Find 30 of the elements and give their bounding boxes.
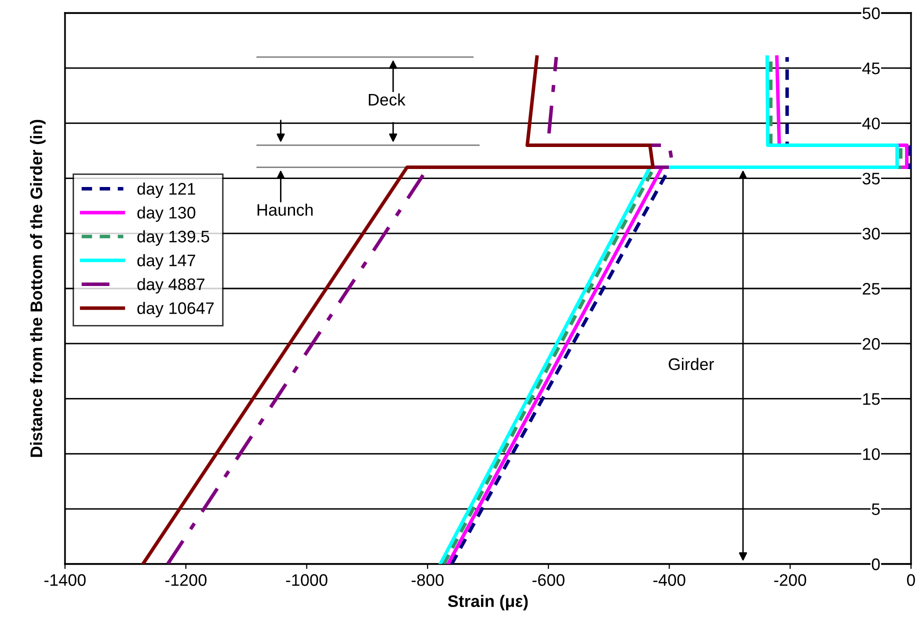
y-tick-label: 45 bbox=[862, 62, 880, 74]
legend-label: day 139.5 bbox=[137, 230, 210, 246]
x-tick-label: -800 bbox=[412, 574, 444, 586]
x-tick-label: -600 bbox=[532, 574, 564, 586]
y-tick-label: 20 bbox=[862, 338, 880, 350]
y-tick-label: 50 bbox=[862, 7, 880, 20]
y-tick-label: 40 bbox=[862, 118, 880, 130]
y-tick-label: 5 bbox=[872, 503, 880, 516]
legend-label: day 147 bbox=[137, 254, 196, 270]
x-tick-label: -200 bbox=[774, 574, 806, 586]
legend-label: day 121 bbox=[137, 182, 196, 198]
legend-label: day 4887 bbox=[137, 278, 204, 294]
y-tick-label: 35 bbox=[862, 172, 880, 185]
annotation: Haunch bbox=[258, 204, 313, 216]
x-axis-title: Strain (με) bbox=[448, 594, 528, 610]
x-tick-label: -1400 bbox=[44, 574, 86, 586]
y-tick-label: 25 bbox=[862, 282, 880, 295]
x-tick-label: -1000 bbox=[286, 574, 328, 586]
annotation: Deck bbox=[368, 93, 406, 106]
y-tick-label: 15 bbox=[863, 393, 880, 405]
legend-label: day 10647 bbox=[137, 302, 214, 318]
x-tick-label: -1200 bbox=[165, 574, 207, 586]
legend-label: day 130 bbox=[137, 206, 196, 222]
annotation: Girder bbox=[668, 358, 714, 370]
y-tick-label: 10 bbox=[863, 448, 880, 460]
y-axis-title: Distance from the Bottom of the Girder (in) bbox=[30, 120, 46, 457]
y-tick-label: 0 bbox=[872, 558, 880, 570]
y-tick-label: 30 bbox=[862, 228, 880, 240]
x-tick-label: 0 bbox=[907, 574, 915, 586]
x-tick-label: -400 bbox=[653, 574, 686, 586]
